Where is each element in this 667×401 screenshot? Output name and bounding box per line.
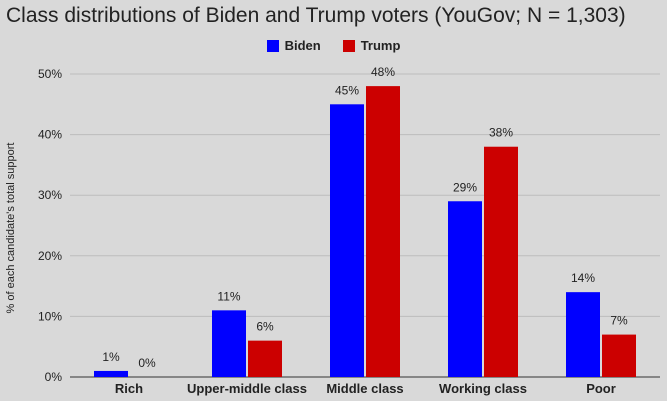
data-label-trump: 7% [610, 314, 628, 328]
legend-item-biden[interactable]: Biden [266, 38, 321, 53]
bar-biden[interactable] [566, 292, 600, 377]
data-label-biden: 45% [335, 83, 359, 97]
legend-item-trump[interactable]: Trump [342, 38, 401, 53]
y-axis-ticks: 0% 10% 20% 30% 40% 50% [38, 67, 62, 384]
data-label-biden: 14% [571, 271, 595, 285]
bar-biden[interactable] [94, 370, 128, 377]
data-label-trump: 38% [489, 126, 513, 140]
bar-trump[interactable] [484, 146, 518, 377]
legend-label-biden: Biden [284, 38, 321, 53]
data-label-trump: 6% [256, 320, 274, 334]
y-tick-label: 10% [38, 309, 62, 323]
gridlines [70, 73, 660, 378]
bar-biden[interactable] [448, 201, 482, 377]
bar-biden[interactable] [330, 104, 364, 378]
chart-title: Class distributions of Biden and Trump v… [6, 4, 626, 27]
bar-trump[interactable] [366, 86, 400, 378]
data-label-biden: 1% [102, 350, 120, 364]
data-label-trump: 48% [371, 65, 395, 79]
y-tick-label: 0% [45, 370, 63, 384]
y-tick-label: 40% [38, 128, 62, 142]
legend-label-trump: Trump [360, 38, 401, 53]
data-label-biden: 29% [453, 180, 477, 194]
legend: Biden Trump [0, 38, 667, 53]
x-tick-label: Upper-middle class [187, 381, 307, 396]
data-label-biden: 11% [217, 289, 240, 303]
bar-biden[interactable] [212, 310, 246, 377]
legend-swatch-biden [266, 39, 279, 52]
x-tick-label: Rich [115, 381, 143, 396]
bars [94, 86, 636, 378]
x-tick-label: Working class [439, 381, 527, 396]
bar-trump[interactable] [602, 334, 636, 377]
data-labels: 1% 0% 11% 6% 45% 48% 29% 38% 14% 7% [102, 65, 628, 370]
bar-trump[interactable] [248, 340, 282, 377]
x-axis-ticks: Rich Upper-middle class Middle class Workin… [115, 381, 616, 396]
data-label-trump: 0% [138, 356, 156, 370]
y-tick-label: 20% [38, 249, 62, 263]
y-axis-label: % of each candidate's total support [5, 143, 17, 314]
y-tick-label: 50% [38, 67, 62, 81]
legend-swatch-trump [342, 39, 355, 52]
x-tick-label: Poor [586, 381, 616, 396]
x-tick-label: Middle class [326, 381, 403, 396]
y-tick-label: 30% [38, 188, 62, 202]
